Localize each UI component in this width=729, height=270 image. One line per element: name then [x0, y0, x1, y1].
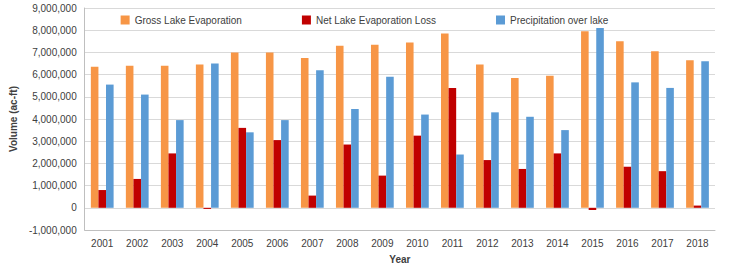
svg-text:Volume (ac-ft): Volume (ac-ft): [8, 86, 19, 152]
svg-text:0: 0: [71, 202, 77, 213]
svg-text:2006: 2006: [266, 238, 289, 249]
svg-text:2012: 2012: [476, 238, 499, 249]
svg-text:2,000,000: 2,000,000: [32, 158, 77, 169]
svg-text:2016: 2016: [616, 238, 639, 249]
svg-text:-1,000,000: -1,000,000: [29, 225, 77, 236]
svg-text:7,000,000: 7,000,000: [32, 47, 77, 58]
svg-text:8,000,000: 8,000,000: [32, 25, 77, 36]
svg-text:1,000,000: 1,000,000: [32, 180, 77, 191]
svg-text:3,000,000: 3,000,000: [32, 136, 77, 147]
svg-text:Precipitation over lake: Precipitation over lake: [510, 15, 609, 26]
svg-text:5,000,000: 5,000,000: [32, 91, 77, 102]
svg-text:2004: 2004: [196, 238, 219, 249]
svg-text:2005: 2005: [231, 238, 254, 249]
svg-text:2018: 2018: [686, 238, 709, 249]
svg-text:2013: 2013: [511, 238, 534, 249]
svg-text:6,000,000: 6,000,000: [32, 69, 77, 80]
svg-text:2015: 2015: [581, 238, 604, 249]
svg-text:2007: 2007: [301, 238, 324, 249]
svg-text:2009: 2009: [371, 238, 394, 249]
svg-text:2008: 2008: [336, 238, 359, 249]
svg-text:9,000,000: 9,000,000: [32, 3, 77, 14]
svg-text:2001: 2001: [91, 238, 114, 249]
svg-text:Year: Year: [389, 254, 410, 265]
svg-text:Gross Lake Evaporation: Gross Lake Evaporation: [135, 15, 242, 26]
svg-text:2003: 2003: [161, 238, 184, 249]
svg-text:2017: 2017: [651, 238, 674, 249]
svg-text:Net Lake Evaporation Loss: Net Lake Evaporation Loss: [316, 15, 436, 26]
svg-text:2011: 2011: [442, 238, 464, 249]
svg-text:4,000,000: 4,000,000: [32, 114, 77, 125]
svg-text:2010: 2010: [406, 238, 429, 249]
svg-text:2014: 2014: [546, 238, 569, 249]
svg-text:2002: 2002: [126, 238, 149, 249]
